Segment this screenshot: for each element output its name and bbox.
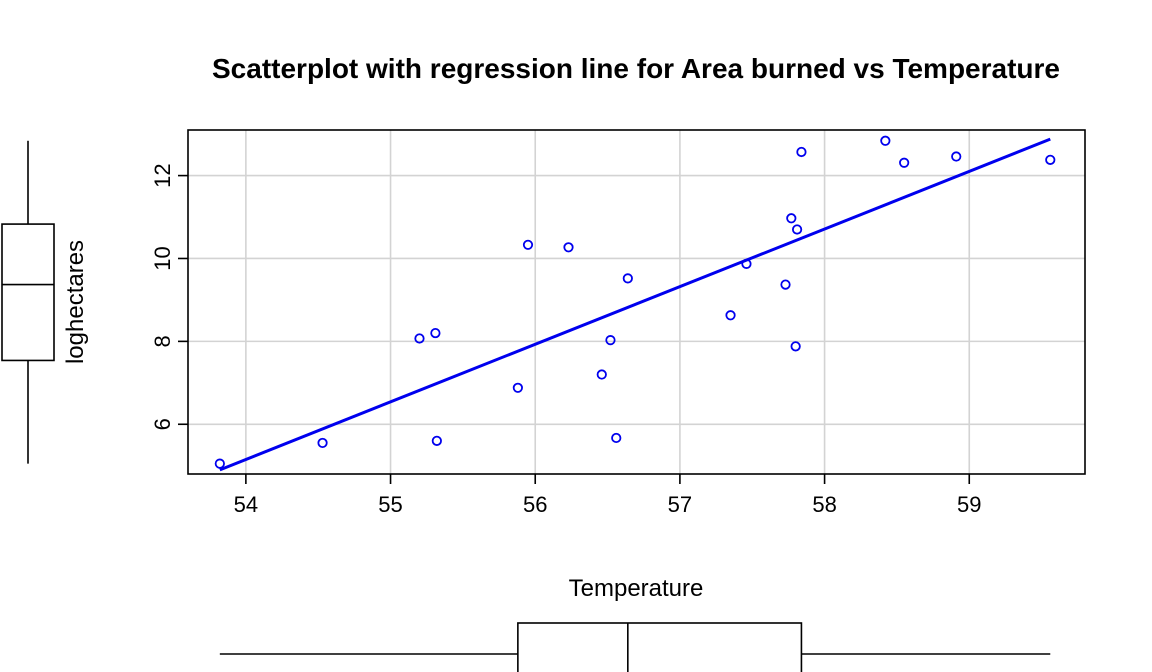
data-point: [725, 310, 736, 321]
data-point: [1045, 154, 1056, 165]
x-marginal-boxplot: [219, 622, 1051, 672]
data-point: [622, 273, 633, 284]
regression-line: [219, 137, 1051, 472]
y-box: [1, 223, 55, 362]
data-point: [786, 213, 797, 224]
x-tick-label: 57: [668, 492, 692, 517]
data-point: [563, 242, 574, 253]
plot-frame: [187, 129, 1086, 475]
y-tick-label: 10: [150, 246, 175, 270]
x-box: [517, 622, 803, 672]
data-point: [317, 437, 328, 449]
data-points: [214, 135, 1056, 469]
data-point: [780, 279, 791, 290]
data-point: [214, 458, 225, 469]
data-point: [611, 432, 622, 444]
x-tick-label: 59: [957, 492, 981, 517]
data-point: [414, 333, 425, 344]
data-point: [605, 335, 616, 346]
chart-title: Scatterplot with regression line for Are…: [212, 53, 1060, 84]
x-tick-label: 55: [378, 492, 402, 517]
regression-line-group: [219, 137, 1051, 472]
y-tick-label: 12: [150, 163, 175, 187]
y-tick-label: 6: [150, 418, 175, 430]
y-axis-label: loghectares: [62, 240, 89, 364]
y-tick-label: 8: [150, 335, 175, 347]
data-point: [796, 146, 807, 158]
data-point: [512, 382, 523, 393]
data-point: [522, 239, 534, 250]
y-axis: 6 8 10 12: [150, 163, 188, 430]
data-point: [790, 341, 801, 352]
data-point: [596, 369, 607, 380]
data-point: [431, 435, 442, 446]
data-point: [899, 157, 910, 168]
x-tick-label: 54: [234, 492, 258, 517]
data-point: [951, 151, 962, 162]
x-tick-label: 58: [812, 492, 836, 517]
data-point: [430, 327, 441, 339]
x-axis: 54 55 56 57 58 59: [234, 474, 982, 517]
y-marginal-boxplot: [1, 140, 55, 464]
x-axis-label: Temperature: [569, 575, 704, 602]
data-point: [791, 224, 803, 235]
x-tick-label: 56: [523, 492, 547, 517]
grid-lines: [188, 130, 1085, 474]
data-point: [880, 135, 891, 146]
